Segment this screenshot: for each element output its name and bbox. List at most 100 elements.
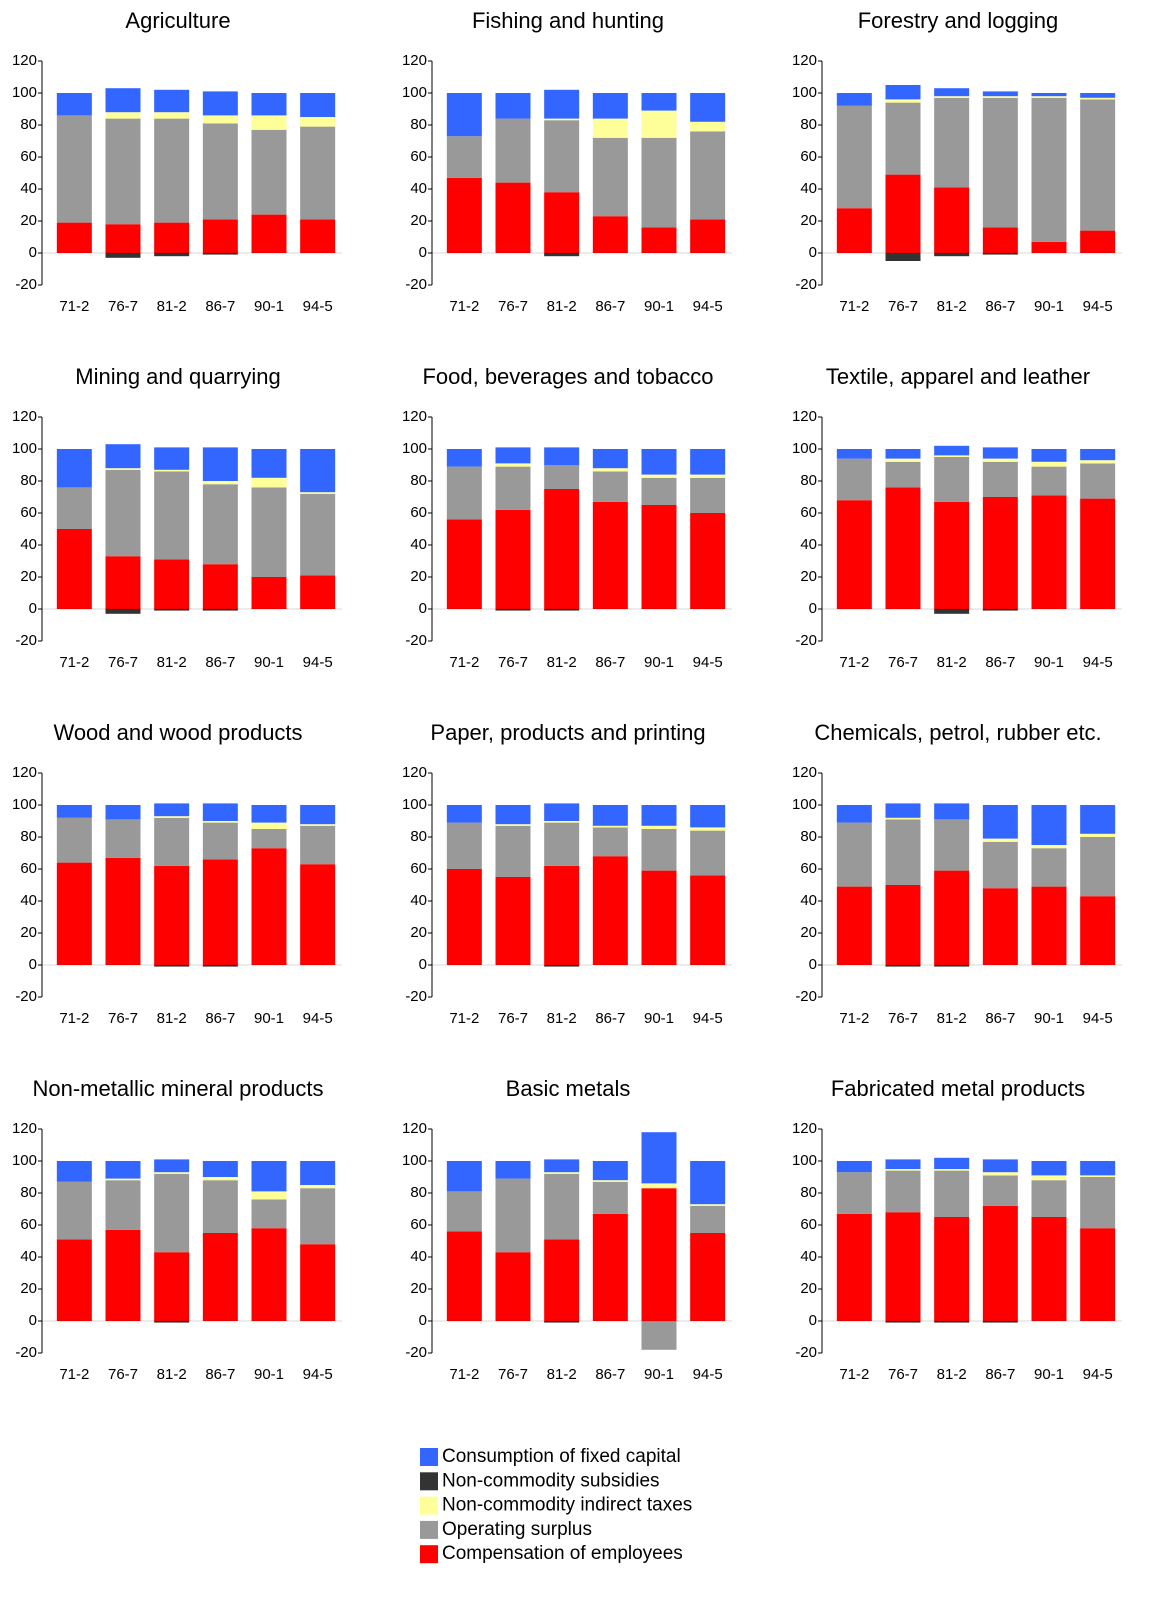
y-tick-label: 0 <box>809 244 817 261</box>
bar-segment <box>690 830 726 876</box>
bar-segment <box>105 444 141 469</box>
legend-swatch <box>420 1520 438 1539</box>
x-tick-label: 90-1 <box>1034 1010 1064 1027</box>
bar-segment <box>154 112 190 119</box>
bar-segment <box>154 253 190 257</box>
y-tick-label: 60 <box>410 1216 427 1233</box>
bar-segment <box>641 474 677 478</box>
bar-segment <box>56 817 92 863</box>
x-tick-label: 86-7 <box>595 1010 625 1027</box>
bar-segment <box>641 1188 677 1321</box>
bar-segment <box>495 463 531 467</box>
bar-segment <box>446 93 482 137</box>
bar-segment <box>1080 896 1116 965</box>
x-tick-label: 94-5 <box>693 298 723 315</box>
y-tick-label: 120 <box>12 52 37 69</box>
bar-segment <box>934 97 970 188</box>
x-tick-label: 81-2 <box>157 1366 187 1383</box>
bar-segment <box>495 1161 531 1179</box>
y-tick-label: 0 <box>809 956 817 973</box>
chart-title: Non-metallic mineral products <box>33 1076 324 1101</box>
bar-segment <box>982 1159 1018 1173</box>
y-tick-label: 40 <box>410 536 427 553</box>
x-tick-label: 90-1 <box>1034 654 1064 671</box>
legend-swatch <box>420 1496 438 1515</box>
x-tick-label: 90-1 <box>254 1010 284 1027</box>
bar-segment <box>982 888 1018 965</box>
y-tick-label: 20 <box>20 924 37 941</box>
bar-segment <box>885 1321 921 1323</box>
bar-segment <box>836 805 872 823</box>
y-tick-label: 120 <box>12 1120 37 1137</box>
y-tick-label: -20 <box>795 988 817 1005</box>
x-tick-label: 76-7 <box>498 1366 528 1383</box>
bar-segment <box>154 965 190 967</box>
y-tick-label: 80 <box>410 116 427 133</box>
y-tick-label: -20 <box>15 632 37 649</box>
bar-segment <box>982 91 1018 97</box>
y-tick-label: 120 <box>12 408 37 425</box>
bar-segment <box>934 1321 970 1323</box>
x-tick-label: 94-5 <box>303 654 333 671</box>
y-tick-label: 100 <box>402 440 427 457</box>
bar-segment <box>446 805 482 823</box>
y-tick-label: 0 <box>29 244 37 261</box>
y-tick-label: 120 <box>402 52 427 69</box>
bar-segment <box>154 803 190 817</box>
y-tick-label: 80 <box>410 828 427 845</box>
bar-segment <box>641 137 677 228</box>
bar-segment <box>690 219 726 253</box>
bar-segment <box>544 803 580 821</box>
bar-segment <box>934 1170 970 1217</box>
x-tick-label: 94-5 <box>303 1366 333 1383</box>
bar-segment <box>202 564 238 609</box>
chart-title: Basic metals <box>506 1076 631 1101</box>
bar-segment <box>1031 93 1067 97</box>
bar-segment <box>105 819 141 858</box>
bar-segment <box>641 227 677 253</box>
bar-segment <box>836 449 872 459</box>
bar-segment <box>495 824 531 826</box>
x-tick-label: 86-7 <box>205 1366 235 1383</box>
bar-segment <box>251 822 287 829</box>
bar-segment <box>56 805 92 818</box>
bar-segment <box>446 822 482 869</box>
bar-segment <box>1031 96 1067 98</box>
bar-segment <box>544 821 580 823</box>
bar-segment <box>202 803 238 821</box>
bar-segment <box>1080 1175 1116 1177</box>
bar-segment <box>885 819 921 885</box>
bar-segment <box>934 457 970 502</box>
bar-segment <box>56 862 92 965</box>
bar-segment <box>1031 1161 1067 1176</box>
bar-segment <box>982 497 1018 609</box>
y-tick-label: 80 <box>20 1184 37 1201</box>
y-tick-label: 100 <box>792 84 817 101</box>
bar-segment <box>300 1244 336 1321</box>
bar-segment <box>1031 1180 1067 1217</box>
bar-segment <box>544 822 580 866</box>
bar-segment <box>495 825 531 877</box>
bar-segment <box>690 474 726 478</box>
bar-segment <box>1031 1217 1067 1321</box>
x-tick-label: 81-2 <box>547 1366 577 1383</box>
bar-segment <box>544 1239 580 1321</box>
bar-segment <box>105 112 141 119</box>
bar-segment <box>641 1321 677 1350</box>
x-tick-label: 90-1 <box>644 1366 674 1383</box>
bar-segment <box>154 89 190 113</box>
bar-segment <box>982 1175 1018 1206</box>
bar-segment <box>934 803 970 820</box>
chart-title: Agriculture <box>125 8 230 33</box>
bar-segment <box>885 1170 921 1213</box>
x-tick-label: 86-7 <box>985 654 1015 671</box>
bar-segment <box>1080 1161 1116 1176</box>
bar-segment <box>202 965 238 967</box>
bar-segment <box>544 1321 580 1323</box>
chart-title: Chemicals, petrol, rubber etc. <box>814 720 1101 745</box>
x-tick-label: 76-7 <box>498 1010 528 1027</box>
bar-segment <box>105 468 141 470</box>
bar-segment <box>202 1180 238 1233</box>
bar-segment <box>982 96 1018 98</box>
bar-segment <box>1080 230 1116 253</box>
